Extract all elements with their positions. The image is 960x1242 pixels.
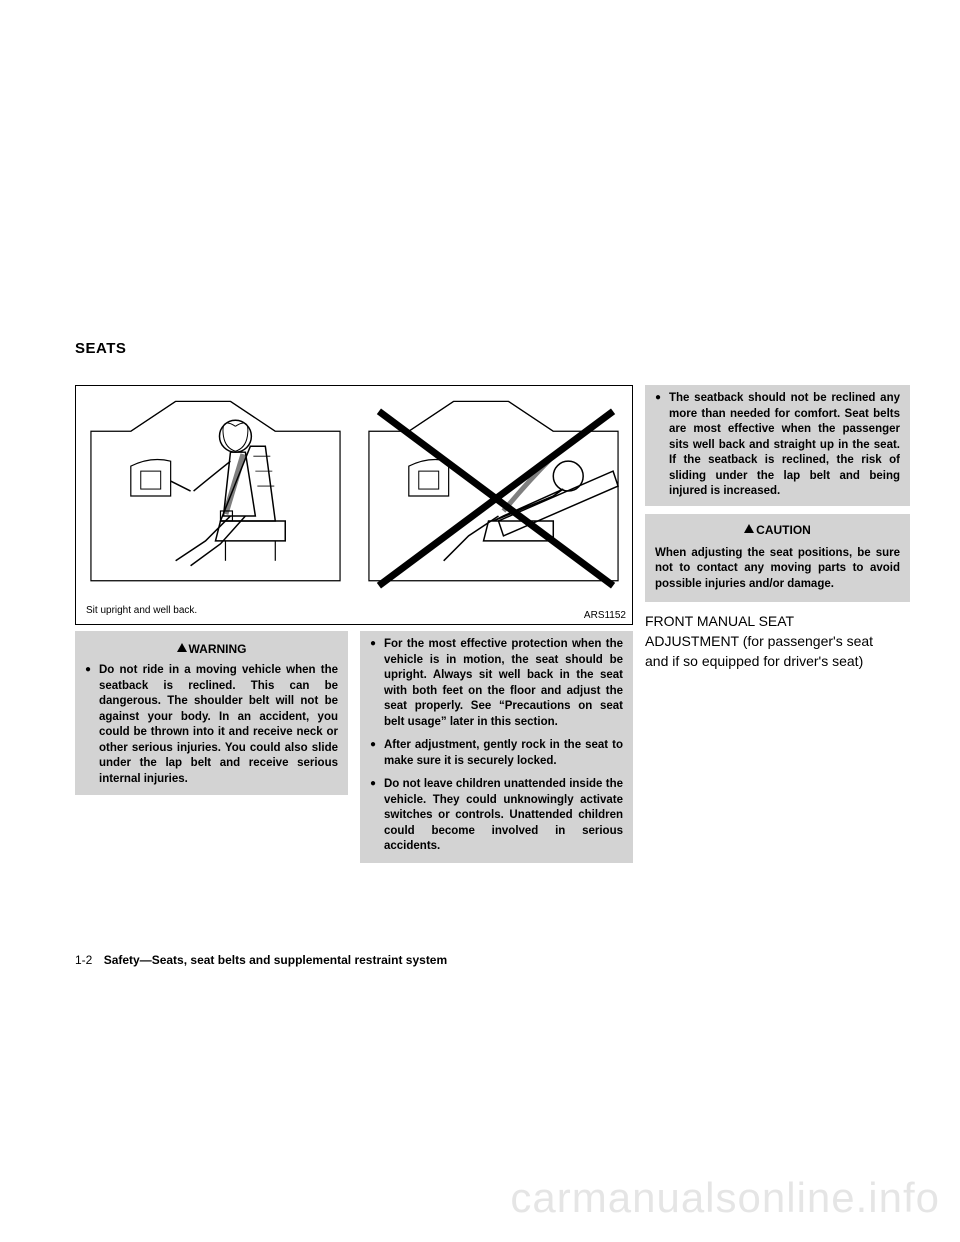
warning-item: After adjustment, gently rock in the sea…: [370, 738, 623, 769]
figure-caption: Sit upright and well back.: [86, 605, 197, 616]
heading-line1: FRONT MANUAL SEAT: [645, 613, 794, 629]
figure-panel-correct: Sit upright and well back.: [76, 386, 354, 624]
warning-triangle-icon: [177, 643, 187, 652]
warning-item: Do not ride in a moving vehicle when the…: [85, 663, 338, 787]
warning-header-text: WARNING: [189, 642, 247, 656]
warning-columns: WARNING Do not ride in a moving vehicle …: [75, 631, 633, 863]
left-section: Sit upright and well back.: [75, 385, 633, 863]
warning-item: For the most effective protection when t…: [370, 637, 623, 730]
warning-item: Do not leave children unattended inside …: [370, 777, 623, 855]
warning-item: The seatback should not be reclined any …: [655, 391, 900, 500]
caution-triangle-icon: [744, 524, 754, 533]
section-title: SEATS: [75, 340, 905, 357]
right-warning-box: The seatback should not be reclined any …: [645, 385, 910, 506]
heading-line3: and if so equipped for driver's seat): [645, 653, 863, 669]
page-footer-text: Safety—Seats, seat belts and supplementa…: [104, 953, 447, 967]
heading-line2-rest: (for passenger's seat: [743, 633, 873, 649]
caution-box: CAUTION When adjusting the seat position…: [645, 514, 910, 603]
page-number: 1-2: [75, 953, 92, 967]
warning-header: WARNING: [85, 637, 338, 663]
page-footer: 1-2 Safety—Seats, seat belts and supplem…: [75, 953, 447, 967]
warning-col-2: For the most effective protection when t…: [360, 631, 633, 863]
caution-header-text: CAUTION: [756, 523, 811, 537]
caution-text: When adjusting the seat positions, be su…: [655, 544, 900, 595]
right-section: The seatback should not be reclined any …: [645, 385, 910, 863]
subsection-heading: FRONT MANUAL SEAT ADJUSTMENT (for passen…: [645, 612, 910, 671]
warning-col-1: WARNING Do not ride in a moving vehicle …: [75, 631, 348, 863]
heading-line2-upper: ADJUSTMENT: [645, 633, 739, 649]
figure-box: Sit upright and well back.: [75, 385, 633, 625]
seat-upright-illustration: [76, 386, 354, 624]
figure-panel-wrong: [354, 386, 632, 624]
seat-reclined-illustration: [354, 386, 632, 624]
content-wrap: Sit upright and well back.: [75, 385, 905, 863]
warning-box-continued: For the most effective protection when t…: [360, 631, 633, 863]
caution-header: CAUTION: [655, 518, 900, 544]
figure-code: ARS1152: [584, 610, 626, 621]
warning-box: WARNING Do not ride in a moving vehicle …: [75, 631, 348, 795]
